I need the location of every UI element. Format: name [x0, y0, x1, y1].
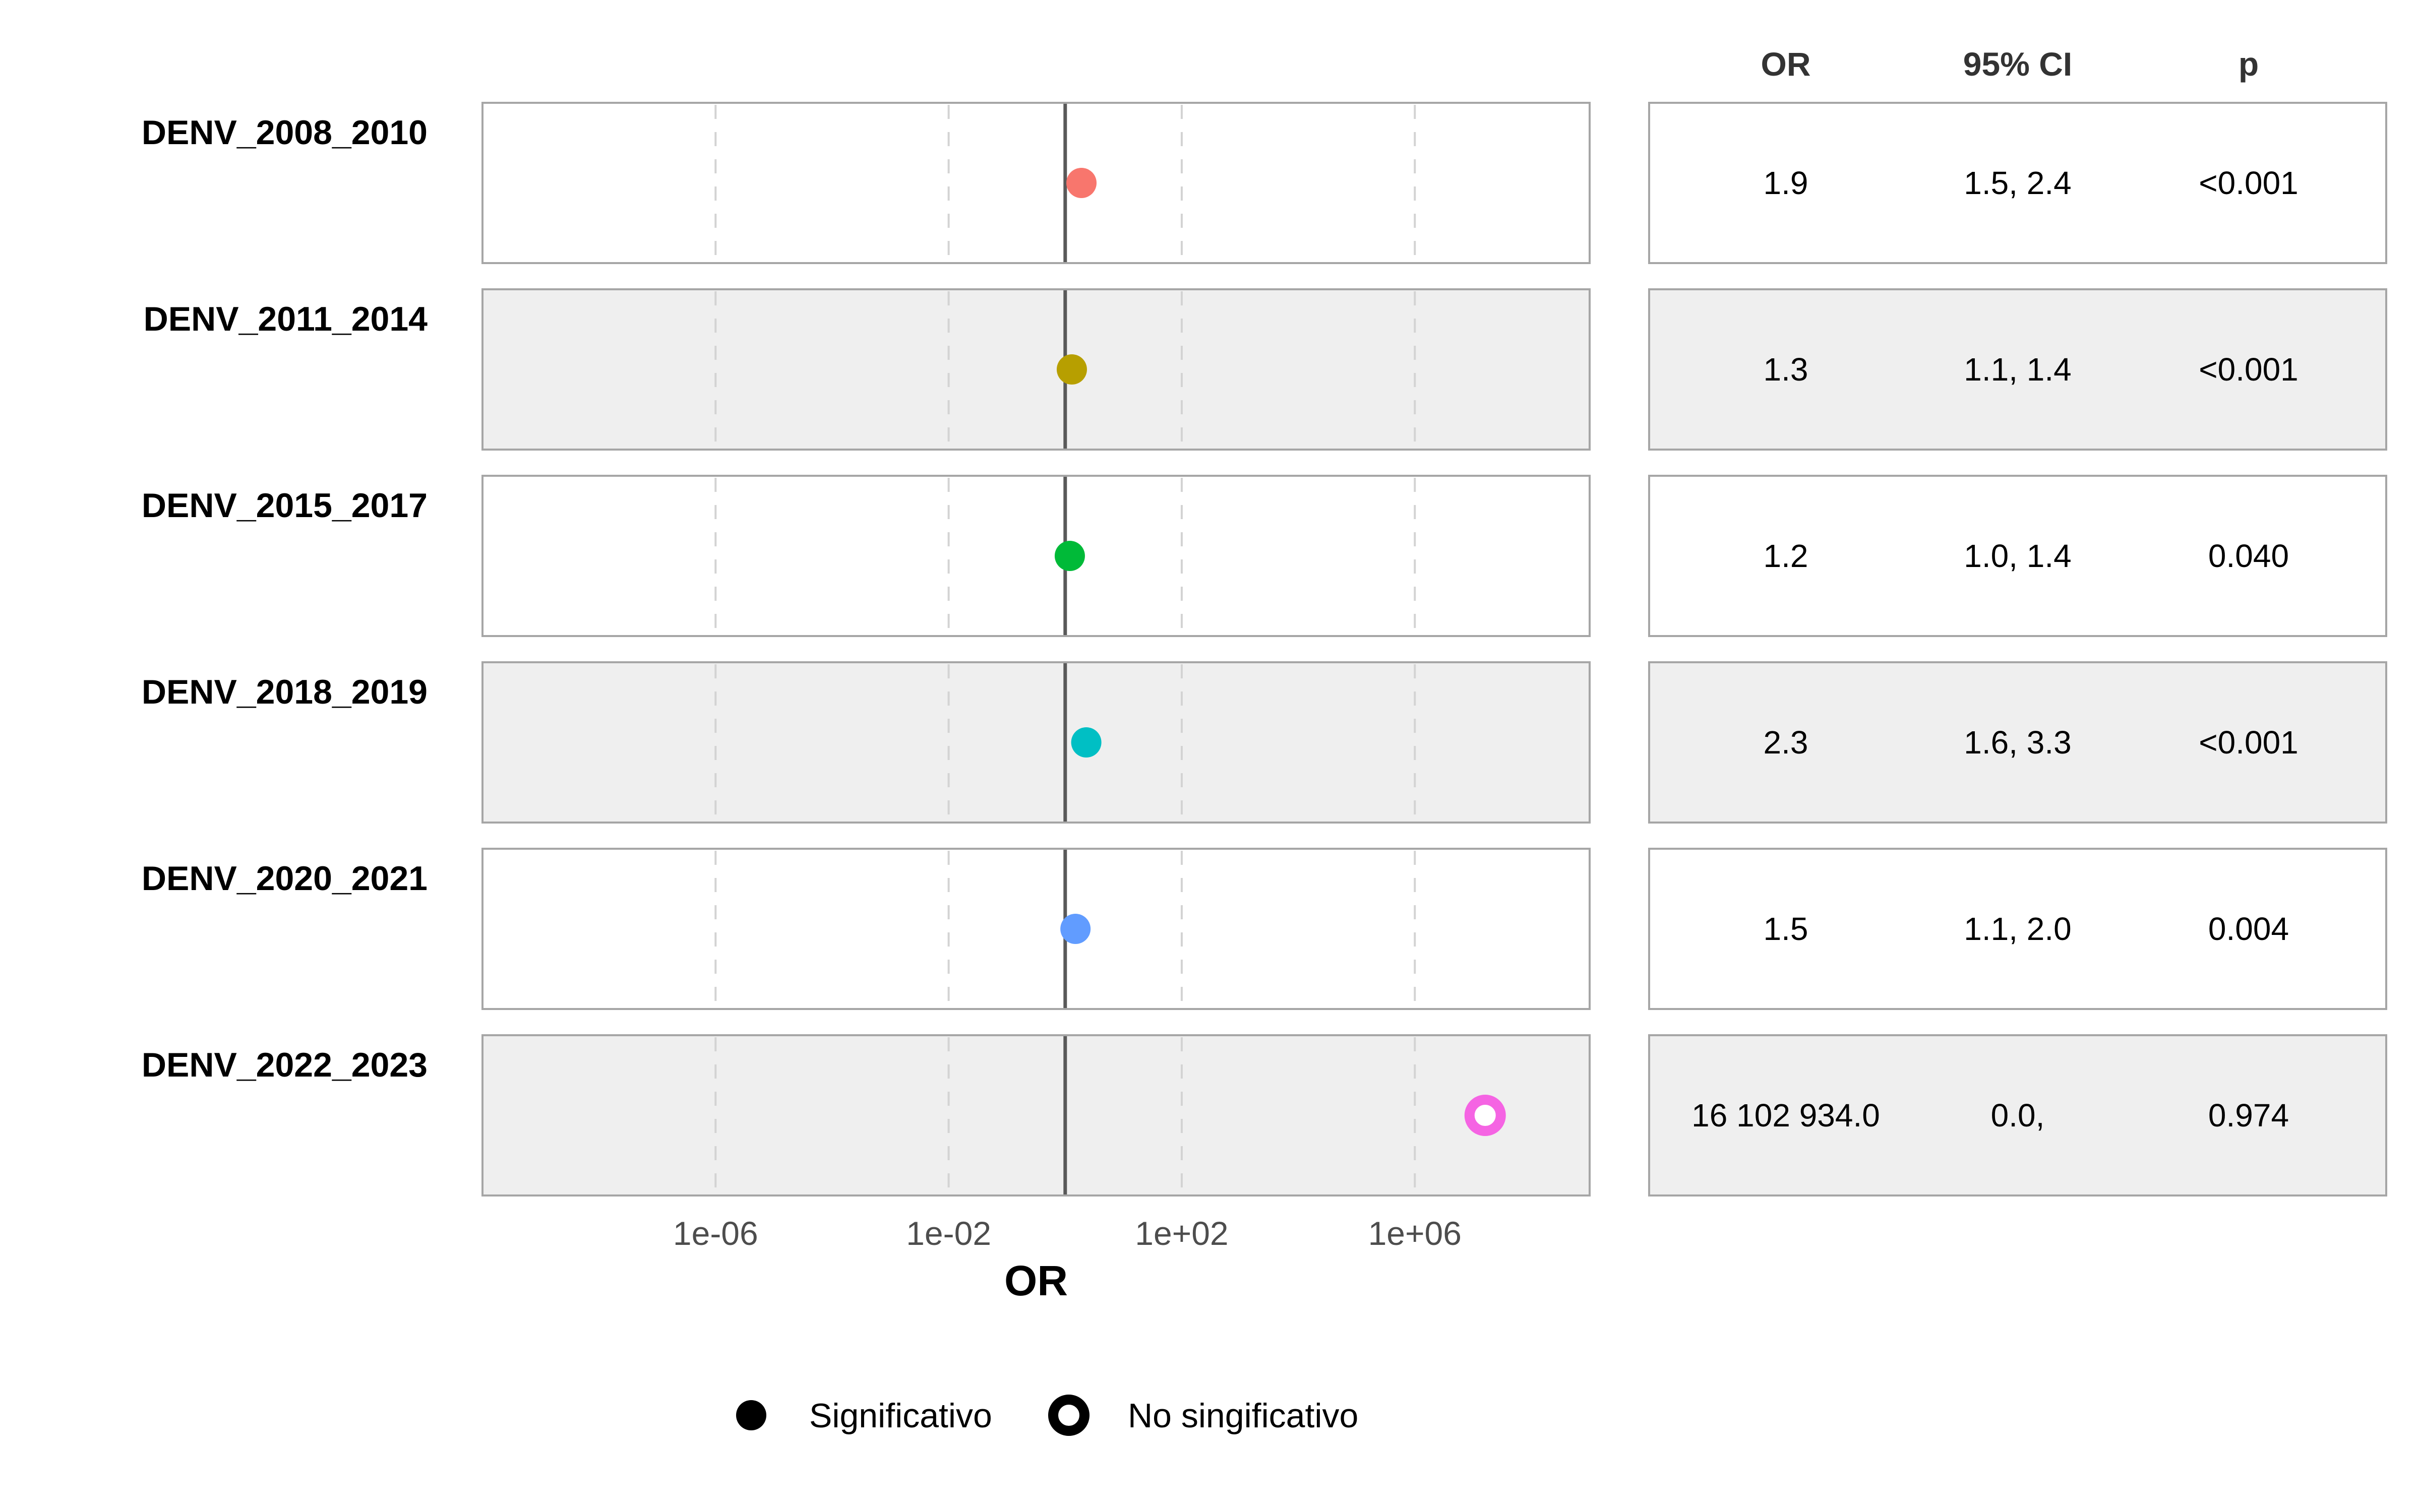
x-tick-label: 1e-02 — [906, 1215, 991, 1252]
table-panel-row — [1648, 288, 2387, 451]
table-panel-row — [1648, 102, 2387, 264]
data-points — [1054, 168, 1506, 1136]
plot-panel-row — [481, 102, 1591, 264]
x-axis-title: OR — [1004, 1257, 1068, 1304]
table-panel-row — [1648, 1034, 2387, 1196]
table-panel-row — [1648, 661, 2387, 824]
point-significant — [1054, 541, 1085, 571]
plot-panel-row — [481, 1034, 1591, 1196]
cell-p: 0.974 — [2208, 1097, 2289, 1133]
table-panel-row — [1648, 848, 2387, 1010]
cell-p: 0.004 — [2208, 911, 2289, 947]
cell-or: 16 102 934.0 — [1691, 1097, 1880, 1133]
point-significant — [1071, 727, 1102, 758]
row-labels: DENV_2008_2010 DENV_2011_2014 DENV_2015_20… — [142, 113, 428, 1084]
cell-ci: 1.6, 3.3 — [1964, 724, 2072, 761]
table-header-2: p — [2238, 45, 2259, 83]
cell-or: 1.2 — [1764, 538, 1808, 574]
x-tick-label: 1e+02 — [1135, 1215, 1228, 1252]
table-panel-row — [1648, 475, 2387, 637]
plot-panels — [481, 102, 2387, 1196]
legend-key-not-significant — [1048, 1395, 1090, 1436]
x-tick-label: 1e-06 — [673, 1215, 758, 1252]
cell-ci: 1.0, 1.4 — [1964, 538, 2072, 574]
row-label: DENV_2020_2021 — [142, 859, 428, 898]
results-table: OR 95% CI p 1.9 1.5, 2.4 <0.001 1.3 1.1, 1.4 <0.… — [1691, 45, 2298, 1133]
plot-panel-row — [481, 848, 1591, 1010]
x-tick-label: 1e+06 — [1368, 1215, 1462, 1252]
row-label: DENV_2015_2017 — [142, 486, 428, 525]
row-label: DENV_2011_2014 — [144, 300, 428, 338]
legend-label: Significativo — [809, 1397, 992, 1435]
cell-or: 1.5 — [1764, 911, 1808, 947]
cell-ci: 1.1, 2.0 — [1964, 911, 2072, 947]
cell-ci: 1.5, 2.4 — [1964, 165, 2072, 201]
cell-p: 0.040 — [2208, 538, 2289, 574]
cell-p: <0.001 — [2199, 351, 2298, 388]
table-header-1: 95% CI — [1963, 45, 2072, 83]
table-header-0: OR — [1761, 45, 1811, 83]
plot-panel-row — [481, 475, 1591, 637]
point-significant — [1066, 168, 1097, 198]
cell-p: <0.001 — [2199, 165, 2298, 201]
cell-or: 1.9 — [1764, 165, 1808, 201]
cell-p: <0.001 — [2199, 724, 2298, 761]
legend-label: No singificativo — [1128, 1397, 1358, 1435]
cell-ci: 0.0, — [1991, 1097, 2045, 1133]
point-significant — [1056, 354, 1087, 385]
point-not-significant — [1464, 1095, 1506, 1136]
legend-key-significant — [736, 1400, 766, 1430]
cell-or: 1.3 — [1764, 351, 1808, 388]
row-label: DENV_2018_2019 — [142, 673, 428, 711]
point-significant — [1060, 914, 1091, 944]
x-axis: OR 1e-06 1e-02 1e+02 1e+06 — [673, 1215, 1462, 1304]
cell-or: 2.3 — [1764, 724, 1808, 761]
plot-panel-row — [481, 661, 1591, 824]
grid-lines — [714, 105, 1416, 1193]
cell-ci: 1.1, 1.4 — [1964, 351, 2072, 388]
row-label: DENV_2008_2010 — [142, 113, 428, 152]
legend: Significativo No singificativo — [736, 1395, 1358, 1436]
row-label: DENV_2022_2023 — [142, 1046, 428, 1084]
plot-panel-row — [481, 288, 1591, 451]
